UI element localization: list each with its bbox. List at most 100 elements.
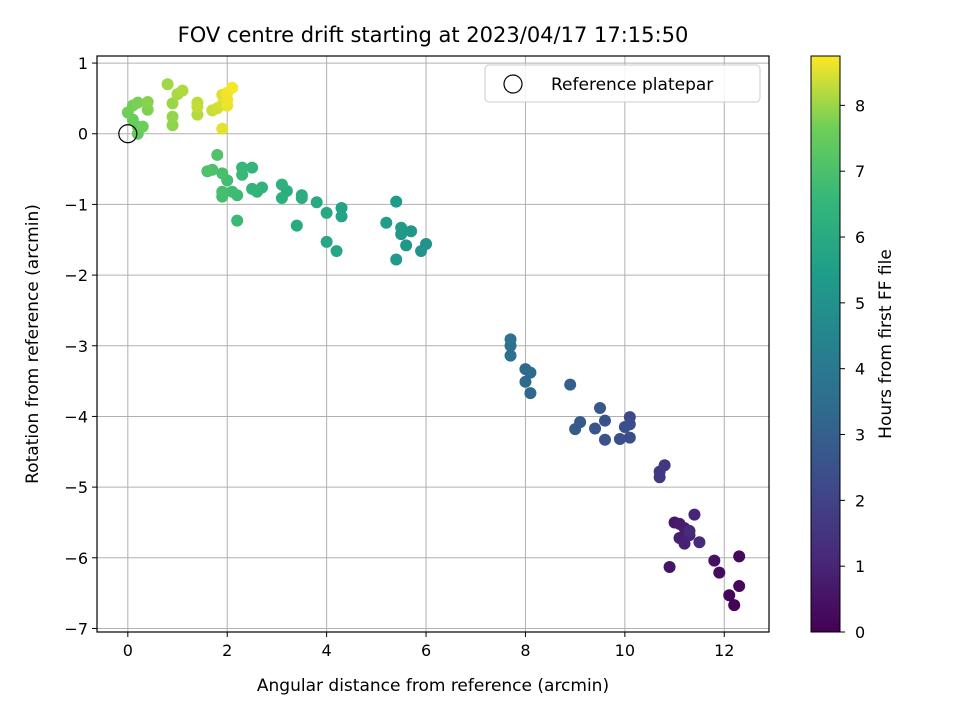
data-point [166, 110, 179, 123]
data-point [330, 245, 343, 258]
y-tick-label: −6 [64, 549, 88, 568]
data-point [653, 465, 666, 478]
data-point [246, 161, 259, 174]
data-point [246, 182, 259, 195]
y-axis-ticks: 1 0 −1 −2 −3 −4 −5 −6 −7 [64, 54, 97, 638]
colorbar-tick-label: 2 [855, 491, 865, 510]
data-point [290, 219, 303, 232]
data-point [226, 81, 239, 94]
data-point [519, 375, 532, 388]
y-tick-label: 1 [78, 54, 88, 73]
y-tick-label: −3 [64, 337, 88, 356]
data-point [201, 165, 214, 178]
data-point [713, 566, 726, 579]
data-point [216, 185, 229, 198]
data-point [569, 423, 582, 436]
data-point [594, 401, 607, 414]
colorbar-ticks: 0 1 2 3 4 5 6 7 8 [840, 96, 865, 642]
data-point [733, 580, 746, 593]
data-point [728, 599, 741, 612]
data-point [295, 192, 308, 205]
x-tick-label: 12 [714, 641, 734, 660]
data-point [310, 196, 323, 209]
data-point [693, 536, 706, 549]
x-tick-label: 0 [123, 641, 133, 660]
data-point [504, 333, 517, 346]
data-point [275, 178, 288, 191]
legend-box [484, 64, 761, 103]
colorbar-tick-label: 3 [855, 426, 865, 445]
data-point [395, 221, 408, 234]
colorbar-tick-label: 4 [855, 360, 865, 379]
colorbar-tick-label: 7 [855, 162, 865, 181]
y-tick-label: −5 [64, 478, 88, 497]
data-point [504, 349, 517, 362]
data-point [166, 97, 179, 110]
x-tick-label: 2 [222, 641, 232, 660]
y-tick-label: −1 [64, 195, 88, 214]
data-point [226, 185, 239, 198]
data-point [141, 95, 154, 108]
data-points [118, 78, 746, 612]
x-axis-ticks: 0 2 4 6 8 10 12 [123, 632, 734, 660]
legend: Reference platepar [484, 64, 761, 103]
data-point [589, 422, 602, 435]
plot-frame [96, 55, 770, 633]
data-point [524, 387, 537, 400]
y-tick-label: −4 [64, 407, 88, 426]
data-point [390, 195, 403, 208]
data-point [598, 414, 611, 427]
data-point [191, 100, 204, 113]
colorbar-label: Hours from first FF file [876, 249, 896, 439]
reference-platepar-marker [118, 124, 138, 144]
data-point [618, 421, 631, 434]
data-point [708, 554, 721, 567]
legend-label: Reference platepar [551, 75, 713, 95]
data-point [161, 78, 174, 91]
x-tick-label: 10 [615, 641, 635, 660]
data-point [216, 167, 229, 180]
data-point [131, 96, 144, 109]
data-point [723, 589, 736, 602]
data-point [380, 216, 393, 229]
data-point [688, 508, 701, 521]
data-point [663, 560, 676, 573]
colorbar-gradient [810, 55, 841, 633]
data-point [623, 431, 636, 444]
data-point [166, 119, 179, 132]
data-point [211, 148, 224, 161]
data-point [216, 122, 229, 135]
data-point [598, 433, 611, 446]
x-tick-label: 4 [322, 641, 332, 660]
data-point [564, 378, 577, 391]
data-point [415, 245, 428, 258]
data-point [335, 201, 348, 214]
data-point [683, 524, 696, 537]
x-axis-label: Angular distance from reference (arcmin) [257, 676, 609, 696]
data-point [236, 168, 249, 181]
data-point [275, 192, 288, 205]
x-tick-label: 8 [520, 641, 530, 660]
data-point [176, 84, 189, 97]
data-point [613, 433, 626, 446]
colorbar-tick-label: 5 [855, 294, 865, 313]
data-point [320, 235, 333, 248]
colorbar: 0 1 2 3 4 5 6 7 8 Hours from first FF file [810, 55, 896, 642]
y-tick-label: −7 [64, 619, 88, 638]
data-point [136, 120, 149, 133]
grid-lines [97, 56, 769, 632]
data-point [400, 239, 413, 252]
data-point [405, 225, 418, 238]
colorbar-tick-label: 0 [855, 623, 865, 642]
data-point [390, 253, 403, 266]
colorbar-tick-label: 8 [855, 96, 865, 115]
colorbar-tick-label: 1 [855, 557, 865, 576]
data-point [231, 214, 244, 227]
data-point [519, 363, 532, 376]
data-point [335, 210, 348, 223]
colorbar-tick-label: 6 [855, 228, 865, 247]
x-tick-label: 6 [421, 641, 431, 660]
data-point [320, 206, 333, 219]
y-tick-label: 0 [78, 125, 88, 144]
